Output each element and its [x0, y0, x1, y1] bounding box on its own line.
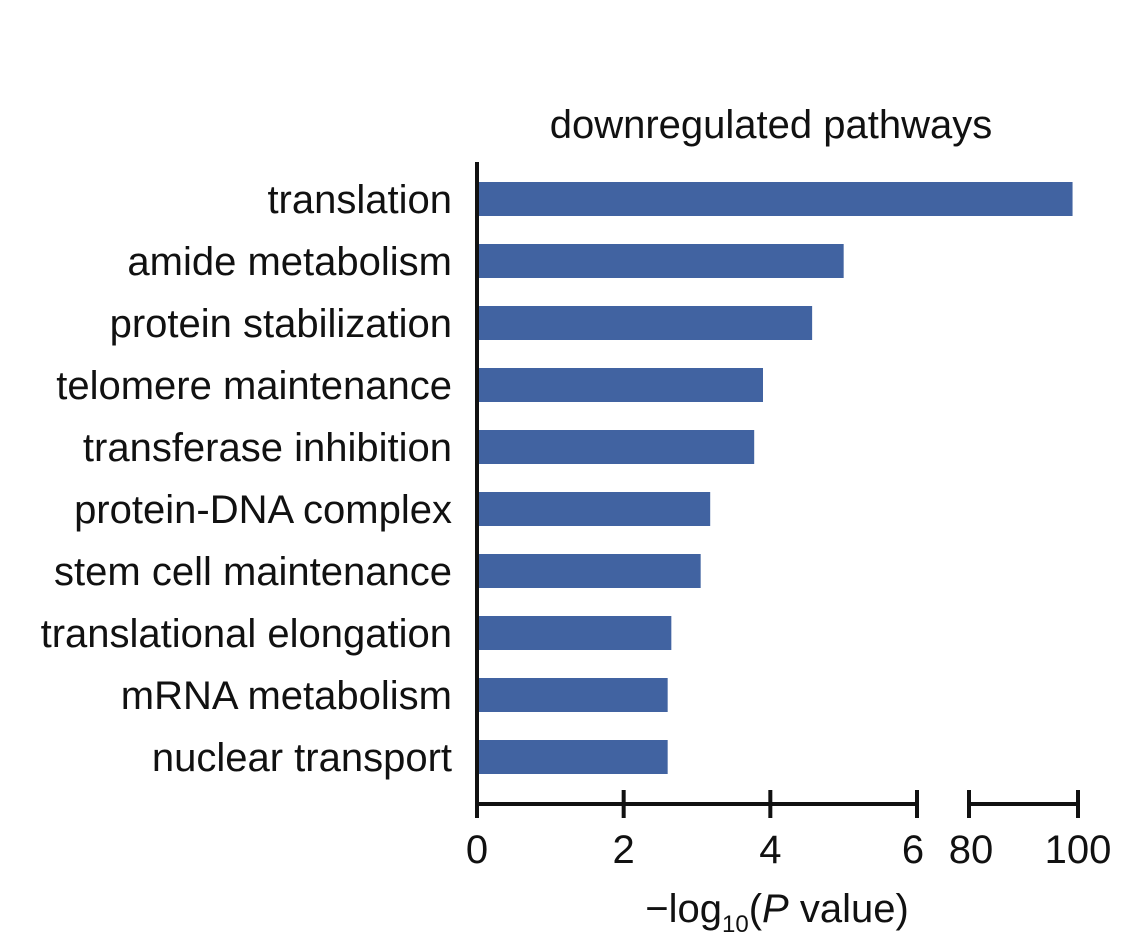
category-label-4: transferase inhibition	[83, 426, 452, 470]
chart-title: downregulated pathways	[550, 103, 993, 147]
category-label-0: translation	[267, 178, 452, 222]
category-label-8: mRNA metabolism	[121, 674, 452, 718]
category-label-2: protein stabilization	[110, 302, 452, 346]
x-axis-title-open: (	[749, 887, 763, 931]
x-axis-title-prefix: −log	[645, 887, 722, 931]
axes: 0 2 4 6 80 100	[466, 162, 1112, 872]
bar-0	[479, 182, 1073, 216]
x-axis-title-italic: P	[762, 887, 789, 931]
x-tick-label-6: 6	[902, 828, 924, 872]
bar-9	[479, 740, 668, 774]
category-label-5: protein-DNA complex	[74, 488, 452, 532]
category-labels: translation amide metabolism protein stabi…	[41, 178, 452, 780]
x-axis-title: −log10(P value)	[645, 887, 909, 934]
x-tick-label-100: 100	[1045, 828, 1112, 872]
category-label-6: stem cell maintenance	[54, 550, 452, 594]
category-label-1: amide metabolism	[127, 240, 452, 284]
x-axis-title-rest: value)	[789, 887, 909, 931]
bar-5	[479, 492, 711, 526]
bar-7	[479, 616, 672, 650]
category-label-7: translational elongation	[41, 612, 452, 656]
bar-3	[479, 368, 763, 402]
category-label-3: telomere maintenance	[56, 364, 452, 408]
x-tick-label-80: 80	[949, 828, 994, 872]
bar-8	[479, 678, 668, 712]
bar-6	[479, 554, 701, 588]
bar-4	[479, 430, 755, 464]
x-axis-title-subscript: 10	[722, 911, 749, 934]
category-label-9: nuclear transport	[152, 736, 452, 780]
bar-1	[479, 244, 844, 278]
x-tick-label-0: 0	[466, 828, 488, 872]
x-tick-label-2: 2	[613, 828, 635, 872]
x-tick-label-4: 4	[759, 828, 781, 872]
bar-2	[479, 306, 813, 340]
bars-layer	[479, 182, 1073, 774]
